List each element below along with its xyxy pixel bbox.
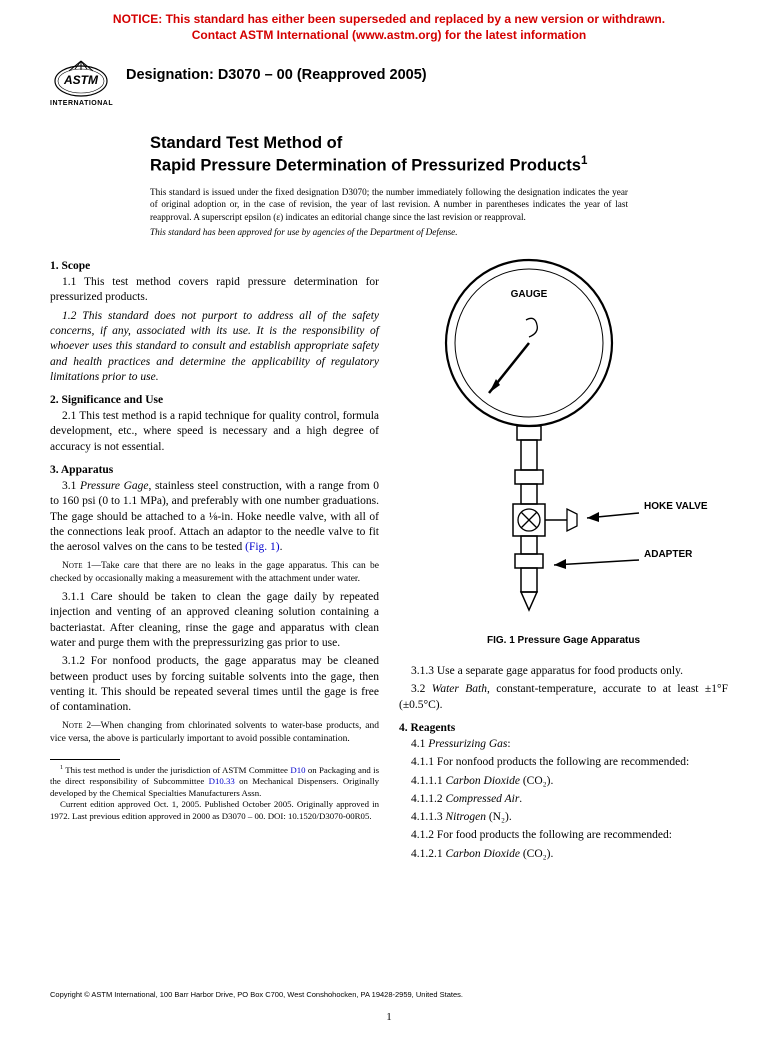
para-1-1: 1.1 This test method covers rapid pressu… [50, 275, 379, 306]
copyright-line: Copyright © ASTM International, 100 Barr… [50, 990, 463, 999]
page-number: 1 [0, 1011, 778, 1023]
p41a: 4.1 [411, 738, 428, 750]
p32term: Water Bath [432, 683, 487, 695]
para-2-1: 2.1 This test method is a rapid techniqu… [50, 409, 379, 455]
section-2-head: 2. Significance and Use [50, 394, 379, 406]
p32a: 3.2 [411, 683, 432, 695]
figure-caption: FIG. 1 Pressure Gage Apparatus [399, 635, 728, 646]
two-column-layout: 1. Scope 1.1 This test method covers rap… [50, 251, 728, 865]
note-1: Note 1—Take care that there are no leaks… [50, 560, 379, 585]
notice-line-1: NOTICE: This standard has either been su… [50, 12, 728, 28]
para-4-1-1-3: 4.1.1.3 Nitrogen (N₂). [399, 810, 728, 825]
designation: Designation: D3070 – 00 (Reapproved 2005… [126, 67, 427, 83]
fig-ref-link[interactable]: (Fig. 1) [245, 541, 280, 553]
footnote-rule [50, 759, 120, 760]
adapter-label: ADAPTER [644, 549, 693, 560]
note1-label: Note 1— [62, 561, 101, 571]
title-line-2: Rapid Pressure Determination of Pressuri… [150, 154, 728, 176]
fn-link-d10[interactable]: D10 [290, 765, 305, 775]
para-3-1-2: 3.1.2 For nonfood products, the gage app… [50, 654, 379, 715]
para-3-1-3: 3.1.3 Use a separate gage apparatus for … [399, 664, 728, 679]
p4113a: 4.1.1.3 [411, 811, 446, 823]
hoke-valve-label: HOKE VALVE [644, 501, 708, 512]
figure-1: GAUGE [399, 255, 728, 646]
svg-text:ASTM: ASTM [63, 73, 99, 87]
p31c: . [280, 541, 283, 553]
para-4-1: 4.1 Pressurizing Gas: [399, 737, 728, 752]
astm-logo: ASTM INTERNATIONAL [50, 57, 112, 107]
p31term: Pressure Gage [80, 480, 149, 492]
header-row: ASTM INTERNATIONAL Designation: D3070 – … [50, 57, 728, 107]
para-3-1: 3.1 Pressure Gage, stainless steel const… [50, 479, 379, 555]
title-block: Standard Test Method of Rapid Pressure D… [150, 133, 728, 176]
notice-banner: NOTICE: This standard has either been su… [50, 12, 728, 43]
document-page: NOTICE: This standard has either been su… [0, 0, 778, 1041]
section-4-head: 4. Reagents [399, 722, 728, 734]
p4111t: Carbon Dioxide [446, 775, 520, 787]
p41b: : [507, 738, 510, 750]
para-4-1-2: 4.1.2 For food products the following ar… [399, 828, 728, 843]
pressure-gage-diagram: GAUGE [409, 255, 719, 625]
para-4-1-1: 4.1.1 For nonfood products the following… [399, 755, 728, 770]
para-1-2: 1.2 This standard does not purport to ad… [50, 309, 379, 385]
p4111a: 4.1.1.1 [411, 775, 446, 787]
p4111b: (CO₂). [520, 775, 553, 787]
footnote-1b: Current edition approved Oct. 1, 2005. P… [50, 799, 379, 822]
abstract: This standard is issued under the fixed … [150, 186, 628, 223]
fn-a: This test method is under the jurisdicti… [63, 765, 290, 775]
para-4-1-2-1: 4.1.2.1 Carbon Dioxide (CO₂). [399, 847, 728, 862]
p4121b: (CO₂). [520, 848, 553, 860]
note-2: Note 2—When changing from chlorinated so… [50, 720, 379, 745]
right-column: GAUGE [399, 251, 728, 865]
footnote-1: 1 This test method is under the jurisdic… [50, 764, 379, 799]
section-3-head: 3. Apparatus [50, 464, 379, 476]
para-4-1-1-1: 4.1.1.1 Carbon Dioxide (CO₂). [399, 774, 728, 789]
p41term: Pressurizing Gas [428, 738, 507, 750]
p4112b: . [519, 793, 522, 805]
left-column: 1. Scope 1.1 This test method covers rap… [50, 251, 379, 865]
p4121a: 4.1.2.1 [411, 848, 446, 860]
title-sup: 1 [581, 155, 587, 167]
note2-label: Note 2— [62, 721, 101, 731]
para-3-1-1: 3.1.1 Care should be taken to clean the … [50, 590, 379, 651]
p4112a: 4.1.1.2 [411, 793, 446, 805]
astm-logo-icon: ASTM [52, 57, 110, 99]
p31a: 3.1 [62, 480, 80, 492]
title-line-1: Standard Test Method of [150, 133, 728, 154]
logo-label: INTERNATIONAL [50, 100, 112, 107]
fn-link-d1033[interactable]: D10.33 [209, 776, 235, 786]
section-1-head: 1. Scope [50, 260, 379, 272]
gauge-label: GAUGE [510, 289, 547, 300]
title-main: Rapid Pressure Determination of Pressuri… [150, 156, 581, 174]
para-4-1-1-2: 4.1.1.2 Compressed Air. [399, 792, 728, 807]
p4121t: Carbon Dioxide [446, 848, 520, 860]
p4113b: (N₂). [486, 811, 512, 823]
para-3-2: 3.2 Water Bath, constant-temperature, ac… [399, 682, 728, 713]
abstract-italic: This standard has been approved for use … [150, 227, 628, 237]
notice-line-2: Contact ASTM International (www.astm.org… [50, 28, 728, 44]
p4112t: Compressed Air [446, 793, 520, 805]
p4113t: Nitrogen [446, 811, 486, 823]
